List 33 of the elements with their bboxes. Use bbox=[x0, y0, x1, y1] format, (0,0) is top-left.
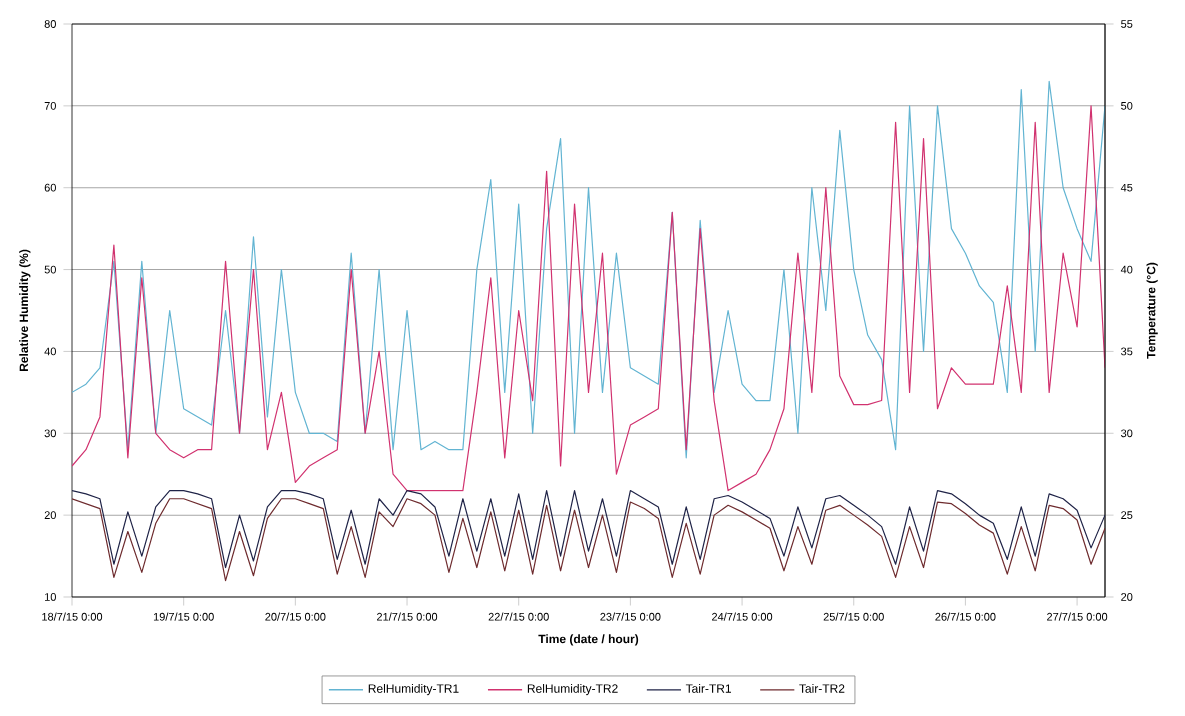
x-tick-label: 18/7/15 0:00 bbox=[42, 612, 103, 621]
x-tick-label: 19/7/15 0:00 bbox=[153, 612, 214, 621]
x-tick-label: 23/7/15 0:00 bbox=[600, 612, 661, 621]
y-axis-title: Relative Humidity (%) bbox=[19, 249, 31, 372]
y2-tick-label: 35 bbox=[1121, 347, 1133, 356]
y-tick-label: 70 bbox=[44, 101, 56, 110]
y2-tick-label: 20 bbox=[1121, 593, 1133, 601]
y2-tick-label: 40 bbox=[1120, 265, 1133, 274]
x-tick-label: 20/7/15 0:00 bbox=[265, 612, 326, 621]
y2-tick-label: 30 bbox=[1121, 429, 1133, 438]
y2-tick-label: 50 bbox=[1121, 101, 1133, 110]
x-tick-label: 21/7/15 0:00 bbox=[377, 612, 438, 621]
y-tick-label: 80 bbox=[44, 20, 56, 28]
x-tick-label: 27/7/15 0:00 bbox=[1047, 612, 1108, 621]
y2-tick-label: 25 bbox=[1121, 511, 1133, 520]
y-tick-label: 50 bbox=[44, 265, 56, 274]
legend-label: Tair-TR1 bbox=[685, 683, 732, 693]
y2-tick-label: 45 bbox=[1120, 183, 1133, 192]
x-tick-label: 26/7/15 0:00 bbox=[935, 612, 996, 621]
x-tick-label: 25/7/15 0:00 bbox=[823, 612, 884, 621]
y-tick-label: 40 bbox=[44, 347, 56, 356]
y-tick-label: 60 bbox=[44, 183, 56, 192]
x-tick-label: 22/7/15 0:00 bbox=[488, 612, 549, 621]
legend-label: RelHumidity-TR1 bbox=[368, 683, 459, 696]
y2-tick-label: 55 bbox=[1121, 20, 1133, 28]
x-axis-title: Time (date / hour) bbox=[538, 634, 639, 646]
legend-label: RelHumidity-TR2 bbox=[527, 683, 618, 696]
y-tick-label: 30 bbox=[44, 429, 56, 438]
y-tick-label: 20 bbox=[44, 511, 56, 520]
y-tick-label: 10 bbox=[45, 593, 56, 601]
y2-axis-title: Temperature (°C) bbox=[1146, 262, 1158, 359]
x-tick-label: 24/7/15 0:00 bbox=[712, 612, 773, 621]
legend-label: Tair-TR2 bbox=[799, 683, 845, 693]
